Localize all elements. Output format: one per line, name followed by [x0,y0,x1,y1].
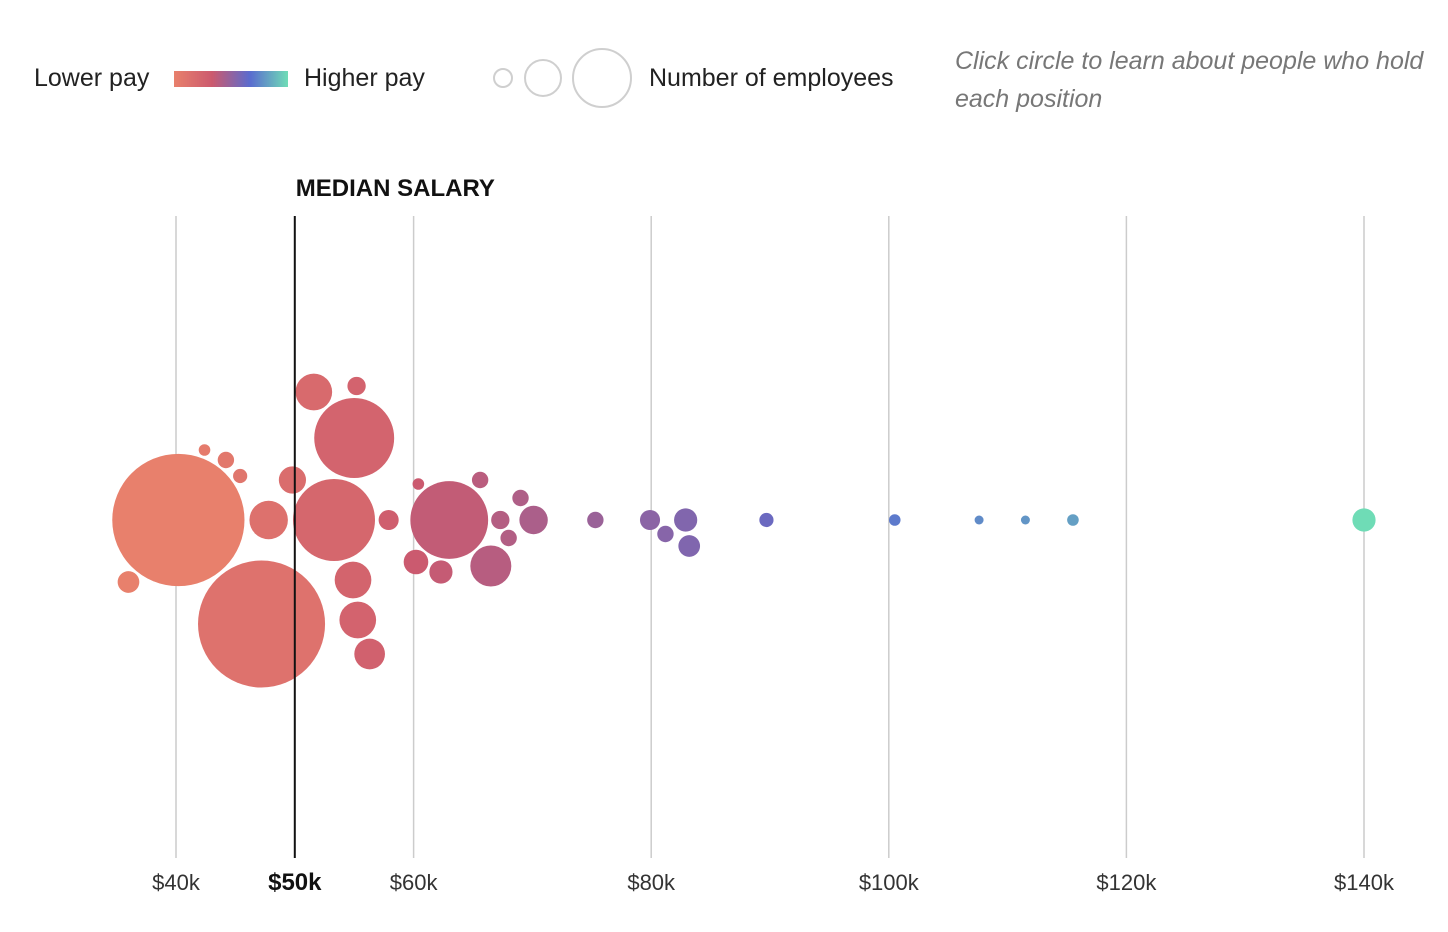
salary-bubble[interactable] [512,489,529,507]
salary-bubble[interactable] [678,535,701,557]
legend-higher-pay-label: Higher pay [304,64,425,92]
click-hint: Click circle to learn about people who h… [955,47,1424,113]
median-salary-label: MEDIAN SALARY [296,175,495,202]
x-tick-label: $120k [1096,870,1157,895]
salary-bubble[interactable] [295,373,333,411]
salary-bubble[interactable] [249,500,288,540]
salary-bubble[interactable] [278,466,307,494]
salary-bubble[interactable] [1067,514,1079,526]
salary-bubble[interactable] [500,529,517,547]
salary-bubble[interactable] [378,509,399,531]
salary-bubble[interactable] [314,398,395,478]
salary-bubble[interactable] [339,601,377,639]
salary-bubble[interactable] [198,444,211,456]
bubbles [112,373,1376,688]
salary-bubble[interactable] [519,505,548,535]
x-tick-label: $100k [859,870,920,895]
salary-bubble[interactable] [470,545,512,587]
salary-bubble[interactable] [888,514,901,526]
salary-bubble[interactable] [403,549,429,575]
salary-bubble[interactable] [657,525,674,543]
salary-bubble[interactable] [112,453,245,587]
salary-bubble[interactable] [759,512,774,528]
salary-bubble[interactable] [233,468,248,484]
salary-bubble[interactable] [1352,508,1376,532]
x-tick-label: $40k [152,870,201,895]
gridlines [175,216,1365,858]
salary-bubble[interactable] [347,376,366,396]
salary-bubble[interactable] [974,515,984,525]
salary-bubble[interactable] [674,508,698,532]
salary-bubble[interactable] [293,479,376,561]
size-legend-icon [493,48,632,108]
salary-bubble[interactable] [410,481,489,559]
salary-bubble[interactable] [217,451,235,469]
pay-gradient-bar [174,71,288,87]
x-tick-label: $80k [627,870,676,895]
legend-lower-pay-label: Lower pay [34,64,150,92]
salary-bubble[interactable] [117,571,140,593]
salary-bubble[interactable] [198,560,326,688]
x-tick-label: $140k [1334,870,1395,895]
salary-bubble[interactable] [587,511,604,529]
legend-size-label: Number of employees [649,64,894,92]
x-tick-label: $50k [268,869,322,896]
salary-bubble[interactable] [471,471,489,489]
salary-bubble[interactable] [491,510,510,530]
salary-bubble[interactable] [334,561,372,599]
salary-bubble[interactable] [354,638,385,670]
salary-bubble[interactable] [429,560,453,584]
salary-bubble[interactable] [412,478,425,490]
x-axis-ticks: $40k $50k $60k $80k $100k $120k $140k [152,869,1395,896]
salary-bubble[interactable] [639,509,661,531]
median-marker: MEDIAN SALARY [293,175,495,858]
x-tick-label: $60k [390,870,439,895]
salary-bubble[interactable] [1020,515,1030,525]
